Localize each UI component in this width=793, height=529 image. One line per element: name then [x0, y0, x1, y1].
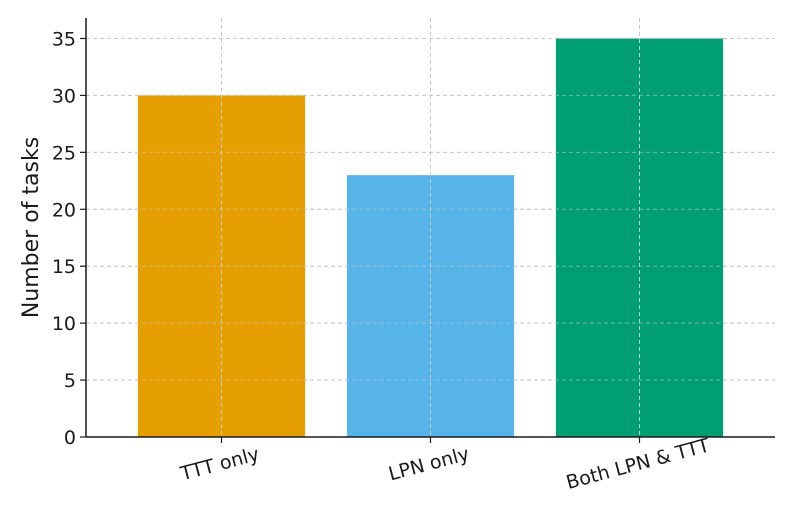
y-ticks: 0 5 10 15 20 25 30 35 — [52, 28, 86, 449]
y-tick-label: 20 — [52, 199, 76, 221]
y-tick-label: 35 — [52, 28, 76, 50]
x-tick-label: TTT only — [177, 443, 261, 485]
bars — [86, 18, 775, 438]
y-tick-label: 30 — [52, 85, 76, 107]
y-tick-label: 15 — [52, 256, 76, 278]
x-tick-label: Both LPN & TTT — [564, 434, 713, 494]
y-axis-label: Number of tasks — [19, 137, 44, 318]
x-ticks: TTT only LPN only Both LPN & TTT — [177, 434, 712, 494]
y-tick-label: 25 — [52, 142, 76, 164]
y-tick-label: 10 — [52, 313, 76, 335]
y-tick-label: 0 — [64, 427, 76, 449]
x-tick-label: LPN only — [386, 443, 471, 486]
y-tick-label: 5 — [64, 370, 76, 392]
